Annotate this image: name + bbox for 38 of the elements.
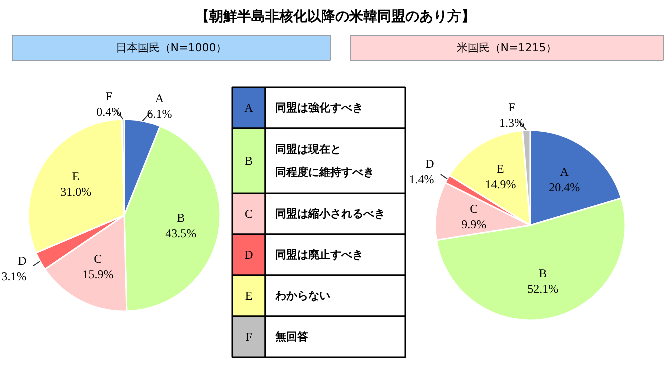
- category-label: F: [246, 330, 252, 344]
- chart-title: 米国民（N=1215）: [456, 42, 558, 54]
- data-label: 6.1%: [147, 106, 172, 121]
- slice-label: D: [426, 157, 435, 172]
- text: 同盟は強化すべき: [276, 101, 364, 114]
- data-label: 14.9%: [485, 178, 516, 192]
- data-label: 3.1%: [2, 270, 27, 284]
- slice-label: E: [497, 162, 504, 176]
- slice-label: B: [177, 211, 186, 226]
- slice-label: F: [508, 100, 516, 115]
- data-label: 52.1%: [528, 282, 559, 296]
- category-label: C: [245, 207, 254, 222]
- category-label: E: [245, 289, 253, 304]
- category-label: A: [244, 100, 254, 115]
- slice-label: B: [539, 266, 548, 280]
- slice-label: F: [106, 89, 113, 104]
- text: 同盟は現在と同程度に維持すべき: [276, 142, 374, 180]
- data-label: 31.0%: [60, 185, 92, 200]
- slice-label: C: [470, 202, 478, 216]
- slice-label: D: [18, 254, 28, 268]
- slice-label: A: [560, 165, 570, 180]
- data-label: 20.4%: [549, 180, 580, 195]
- text: 無回答: [274, 330, 310, 344]
- slice-label: E: [72, 170, 80, 184]
- data-label: 9.9%: [462, 217, 487, 232]
- slice-label: C: [94, 252, 102, 266]
- slice-label: A: [155, 91, 164, 106]
- slice-label: B: [245, 154, 254, 168]
- text: 同盟は縮小されるべき: [276, 208, 386, 221]
- text: 同盟は廃止すべき: [276, 248, 364, 262]
- data-label: 15.9%: [82, 267, 114, 282]
- text: わからない: [274, 290, 330, 303]
- data-label: 0.4%: [96, 104, 122, 119]
- text: 【朝鮮半島非核化以降の米韓同盟のあり方】: [196, 8, 476, 25]
- chart-title: 日本国民（N=1000）: [116, 42, 228, 54]
- data-label: 43.5%: [166, 226, 197, 240]
- category-label: D: [244, 248, 254, 262]
- data-label: 1.4%: [409, 172, 434, 187]
